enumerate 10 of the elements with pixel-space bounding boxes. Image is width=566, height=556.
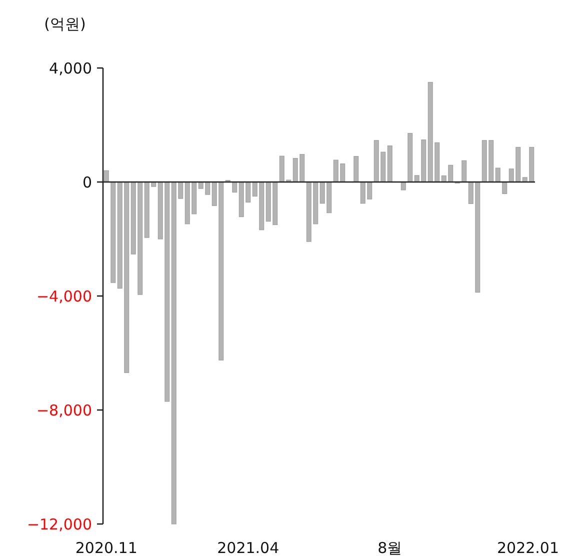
x-tick-label: 8월 [378, 539, 402, 556]
x-tick-label: 2020.11 [75, 539, 138, 556]
y-tick-label: 4,000 [49, 60, 92, 78]
x-tick-label: 2021.04 [217, 539, 280, 556]
y-tick-label: −8,000 [36, 402, 92, 420]
y-axis-title: (억원) [44, 15, 86, 33]
y-tick-label: −12,000 [26, 516, 92, 534]
x-tick-label: 2022.01 [496, 539, 560, 556]
y-tick-label: 0 [82, 174, 92, 192]
y-tick-label: −4,000 [36, 288, 92, 306]
